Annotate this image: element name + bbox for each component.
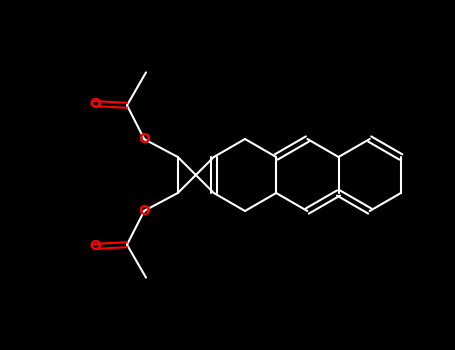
Text: O: O bbox=[89, 239, 101, 253]
Text: O: O bbox=[89, 97, 101, 111]
Text: O: O bbox=[138, 204, 150, 218]
Text: O: O bbox=[138, 132, 150, 146]
